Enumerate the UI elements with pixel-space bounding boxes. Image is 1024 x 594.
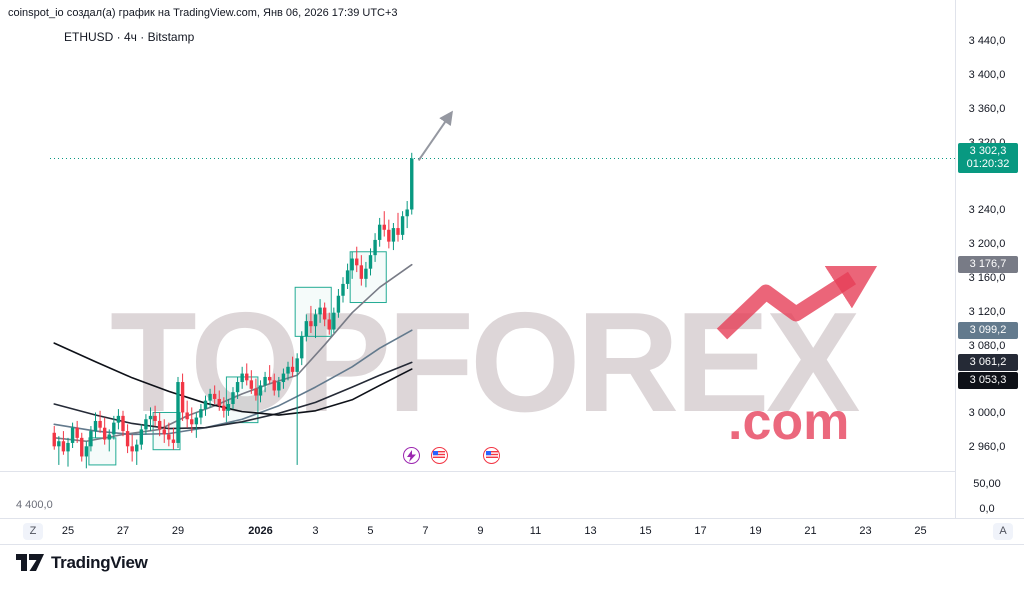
- time-tick-label: 9: [477, 525, 484, 537]
- candles-series: [52, 152, 414, 469]
- current-price-badge: 3 302,3 01:20:32: [958, 143, 1018, 174]
- price-tick-label: 3 080,0: [968, 339, 1006, 352]
- time-tick-label: 25: [61, 525, 75, 537]
- symbol-legend[interactable]: ETHUSD · 4ч · Bitstamp: [64, 30, 195, 44]
- attribution-text: coinspot_io создал(а) график на TradingV…: [8, 7, 398, 19]
- time-tick-label: 29: [171, 525, 185, 537]
- event-flag-icon[interactable]: [483, 447, 501, 464]
- time-tick-label: 21: [804, 525, 817, 537]
- ma-mid-line: [53, 329, 413, 436]
- ma-value-badge: 3 053,3: [958, 371, 1018, 389]
- time-tick-label: 11: [529, 525, 542, 537]
- time-tick-label: 27: [116, 525, 130, 537]
- price-tick-label: 2 960,0: [968, 441, 1006, 453]
- ma-value-badge: 3 099,2: [958, 321, 1018, 339]
- price-tick-label: 3 360,0: [968, 102, 1006, 115]
- candlestick-chart[interactable]: [0, 0, 955, 518]
- time-tick-label: 19: [749, 525, 762, 537]
- tradingview-logo-icon: [16, 554, 44, 571]
- price-tick-label: 3 440,0: [968, 35, 1006, 47]
- auto-scale-button[interactable]: A: [993, 523, 1013, 540]
- time-tick-label: 15: [639, 525, 652, 537]
- left-scale-value: 4 400,0: [16, 499, 53, 511]
- price-tick-label: 3 200,0: [968, 238, 1006, 250]
- time-axis[interactable]: Z A 25 27 29 2026 3 5 7 9 11 13 15 17 19 21 23 25: [0, 518, 1024, 545]
- price-tick-label: 3 000,0: [968, 407, 1006, 420]
- time-tick-label: 2026: [248, 525, 273, 537]
- price-axis[interactable]: 3 440,03 400,03 360,03 320,03 240,03 200…: [955, 0, 1024, 518]
- time-tick-label: 5: [367, 525, 374, 537]
- rectangle-drawing[interactable]: [152, 411, 181, 451]
- event-lightning-icon[interactable]: [403, 447, 421, 464]
- ma-value-badge: 3 176,7: [958, 256, 1018, 274]
- ma-slowest-line: [53, 342, 413, 416]
- time-tick-label: 13: [584, 525, 597, 537]
- time-tick-label: 23: [859, 525, 872, 537]
- indicator-scale-label: 0,0: [979, 503, 995, 515]
- price-tick-label: 3 120,0: [968, 305, 1006, 318]
- tradingview-logo[interactable]: TradingView: [16, 553, 148, 573]
- ma-value-badge: 3 061,2: [958, 353, 1018, 371]
- event-flag-icon[interactable]: [430, 447, 448, 464]
- time-tick-label: 25: [914, 525, 927, 537]
- time-tick-label: 17: [694, 525, 707, 537]
- trend-arrow-drawing[interactable]: [417, 110, 453, 161]
- time-tick-label: 3: [312, 525, 319, 537]
- tradingview-logo-text: TradingView: [51, 553, 148, 572]
- price-tick-label: 3 400,0: [968, 68, 1006, 81]
- rectangle-drawing[interactable]: [88, 437, 117, 466]
- pane-separator[interactable]: [0, 471, 955, 472]
- price-tick-label: 3 240,0: [968, 204, 1006, 217]
- time-tick-label: 7: [422, 525, 429, 537]
- price-tick-label: 3 160,0: [968, 271, 1006, 284]
- indicator-scale-label: 50,00: [973, 478, 1001, 490]
- timezone-button[interactable]: Z: [23, 523, 43, 540]
